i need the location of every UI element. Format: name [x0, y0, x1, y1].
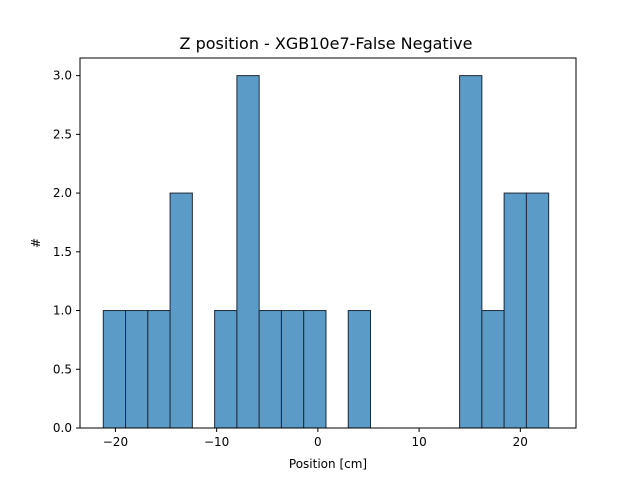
x-tick-label-3: 10	[411, 435, 426, 449]
histogram-bar-19	[525, 192, 550, 429]
histogram-bar-7	[258, 310, 282, 429]
y-tick-label-3: 1.5	[53, 245, 72, 259]
x-tick-label-4: 20	[513, 435, 528, 449]
histogram-bar-11	[347, 310, 372, 429]
y-tick-label-6: 3.0	[53, 69, 72, 83]
x-tick-label-2: 0	[314, 435, 322, 449]
x-tick-label-1: −10	[204, 435, 229, 449]
histogram-bar-16	[459, 75, 483, 429]
histogram-bar-3	[169, 192, 193, 429]
bars-group	[102, 75, 550, 429]
y-axis-label: #	[29, 238, 43, 248]
x-axis-label: Position [cm]	[289, 457, 367, 471]
histogram-bar-1	[125, 310, 149, 429]
x-axis-ticks: −20 −10 0 10 20	[103, 428, 528, 449]
histogram-bar-2	[147, 310, 171, 429]
histogram-bar-18	[503, 192, 527, 429]
y-tick-label-5: 2.5	[53, 127, 72, 141]
y-tick-label-4: 2.0	[53, 186, 72, 200]
chart-title: Z position - XGB10e7-False Negative	[180, 34, 473, 53]
histogram-bar-8	[280, 310, 305, 429]
histogram-bar-5	[214, 310, 238, 429]
y-tick-label-2: 1.0	[53, 304, 72, 318]
y-axis-ticks: 0.0 0.5 1.0 1.5 2.0 2.5 3.0	[53, 69, 80, 435]
histogram-bar-17	[481, 310, 505, 429]
y-tick-label-1: 0.5	[53, 362, 72, 376]
x-tick-label-0: −20	[103, 435, 128, 449]
histogram-bar-6	[236, 75, 260, 429]
histogram-bar-9	[303, 310, 327, 429]
histogram-bar-0	[102, 310, 127, 429]
plot-frame	[79, 57, 577, 429]
y-tick-label-0: 0.0	[53, 421, 72, 435]
